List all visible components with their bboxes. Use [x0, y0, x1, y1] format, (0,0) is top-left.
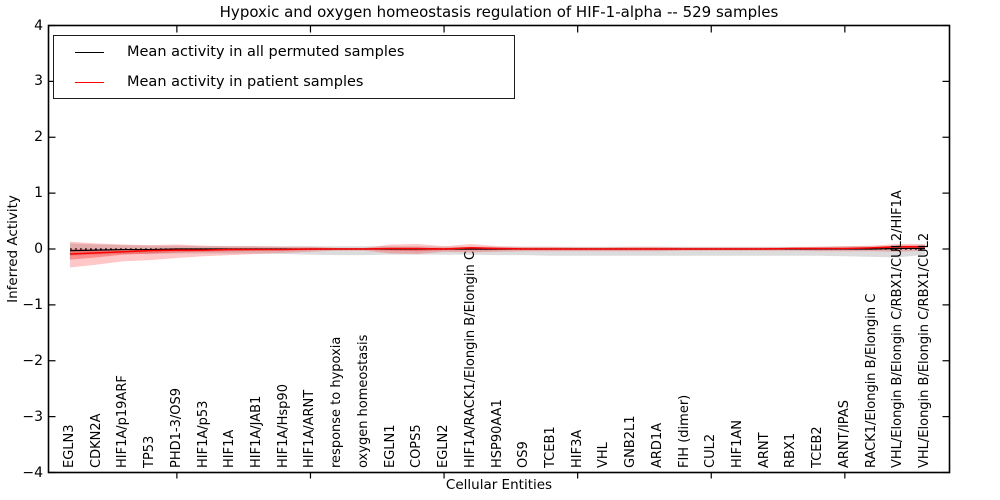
x-category-label: VHL/Elongin B/Elongin C/RBX1/CUL2	[917, 232, 932, 468]
x-category-label: TP53	[142, 435, 158, 468]
permuted-samples-range-band	[70, 243, 925, 258]
y-tick-label: 3	[34, 73, 43, 90]
y-tick-label: −3	[22, 408, 43, 425]
x-category-label: RBX1	[783, 432, 799, 468]
x-category-label: GNB2L1	[623, 415, 639, 468]
x-axis-label: Cellular Entities	[445, 477, 553, 493]
x-category-label: HSP90AA1	[489, 399, 505, 468]
x-category-label: ARNT	[756, 432, 772, 468]
x-category-label: HIF1A/Hsp90	[275, 384, 291, 468]
y-tick-label: −4	[22, 464, 43, 481]
x-category-label: VHL/Elongin B/Elongin C/RBX1/CUL2/HIF1A	[890, 190, 906, 468]
x-category-label: CUL2	[703, 433, 719, 468]
legend: Mean activity in all permuted samples Me…	[53, 35, 515, 99]
legend-label-patient: Mean activity in patient samples	[127, 74, 364, 90]
x-category-label: HIF1A/RACK1/Elongin B/Elongin C	[462, 251, 478, 468]
y-tick-label: 2	[34, 129, 43, 146]
x-category-label: EGLN3	[62, 424, 77, 468]
legend-row-permuted: Mean activity in all permuted samples	[75, 40, 514, 64]
x-category-label: TCEB2	[810, 426, 826, 468]
x-category-label: HIF1A/ARNT	[302, 389, 318, 468]
legend-label-permuted: Mean activity in all permuted samples	[127, 44, 405, 60]
x-category-label: response to hypoxia	[329, 336, 345, 468]
legend-row-patient: Mean activity in patient samples	[75, 70, 514, 94]
x-category-label: VHL	[596, 442, 612, 468]
y-tick-label: 4	[34, 17, 43, 34]
x-category-label: FIH (dimer)	[676, 394, 692, 468]
patient-samples-range-outer-band	[70, 241, 925, 268]
x-category-label: COPS5	[409, 424, 425, 468]
x-category-label: EGLN2	[436, 424, 452, 468]
x-category-label: RACK1/Elongin B/Elongin C	[863, 293, 879, 468]
y-tick-label: −1	[22, 296, 43, 313]
x-category-label: HIF1A/p19ARF	[115, 375, 131, 468]
patient-mean-line	[69, 246, 925, 255]
permuted-line-swatch-icon	[75, 51, 104, 53]
x-category-label: EGLN1	[382, 424, 398, 468]
x-category-label: HIF1AN	[729, 420, 745, 468]
x-category-label: oxygen homeostasis	[355, 334, 371, 468]
x-category-label: CDKN2A	[88, 413, 104, 468]
x-category-label: PHD1-3/OS9	[168, 388, 184, 468]
x-category-label: OS9	[516, 441, 532, 468]
y-tick-label: 0	[34, 241, 43, 257]
x-category-label: HIF1A/p53	[195, 400, 211, 468]
y-tick-label: 1	[34, 185, 43, 202]
y-tick-label: −2	[22, 352, 43, 369]
chart-title: Hypoxic and oxygen homeostasis regulatio…	[219, 3, 779, 21]
x-category-label: HIF3A	[569, 429, 585, 468]
x-category-label: HIF1A/JAB1	[249, 395, 265, 468]
x-category-label: HIF1A	[222, 429, 238, 468]
x-category-label: ARNT/IPAS	[836, 400, 852, 468]
x-category-label: TCEB1	[542, 426, 558, 468]
patient-line-swatch-icon	[75, 81, 104, 83]
x-category-label: ARD1A	[649, 422, 665, 468]
